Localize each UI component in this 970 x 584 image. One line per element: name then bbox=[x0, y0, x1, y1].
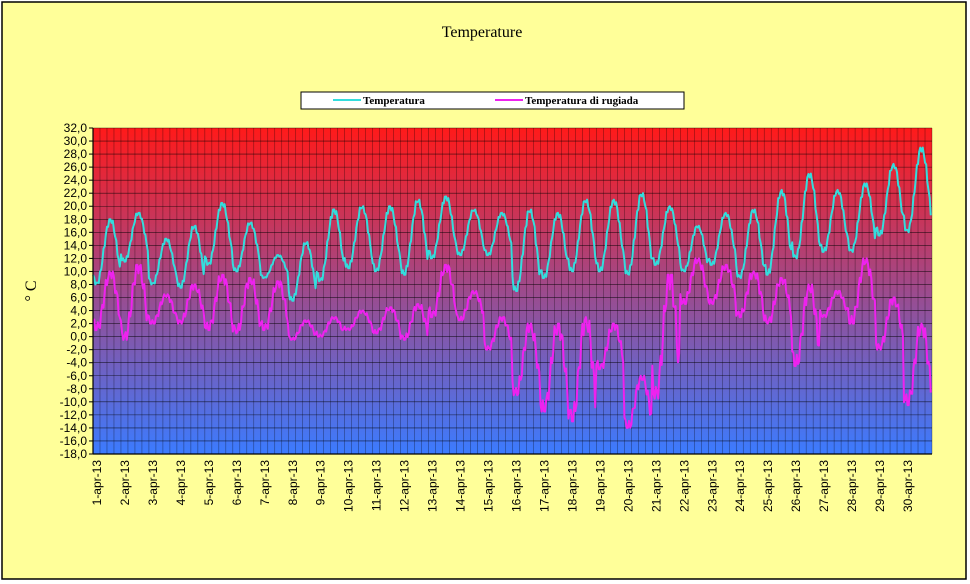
x-tick-label: 1-apr-13 bbox=[90, 460, 104, 506]
x-tick-label: 19-apr-13 bbox=[593, 460, 607, 512]
y-tick-label: -2,0 bbox=[66, 343, 87, 357]
x-tick-label: 13-apr-13 bbox=[426, 460, 440, 512]
y-tick-label: -8,0 bbox=[66, 382, 87, 396]
y-tick-label: 4,0 bbox=[70, 304, 87, 318]
x-tick-label: 28-apr-13 bbox=[845, 460, 859, 512]
x-tick-label: 18-apr-13 bbox=[565, 460, 579, 512]
y-tick-label: 28,0 bbox=[64, 147, 88, 161]
x-tick-label: 3-apr-13 bbox=[146, 460, 160, 506]
x-tick-label: 23-apr-13 bbox=[705, 460, 719, 512]
y-tick-label: 18,0 bbox=[64, 212, 88, 226]
x-tick-label: 10-apr-13 bbox=[342, 460, 356, 512]
series-layer bbox=[92, 146, 932, 429]
y-tick-label: 12,0 bbox=[64, 251, 88, 265]
y-tick-label: 24,0 bbox=[64, 173, 88, 187]
y-tick-label: 14,0 bbox=[64, 238, 88, 252]
y-tick-label: 10,0 bbox=[64, 264, 88, 278]
chart-title: Temperature bbox=[442, 24, 523, 41]
x-tick-labels: 1-apr-13 2-apr-13 3-apr-13 4-apr-13 5-apr-13… bbox=[90, 460, 915, 512]
x-tick-label: 14-apr-13 bbox=[454, 460, 468, 512]
series-line-temperatura-di-rugiada bbox=[92, 257, 932, 429]
x-tick-label: 27-apr-13 bbox=[817, 460, 831, 512]
x-tick-label: 26-apr-13 bbox=[789, 460, 803, 512]
x-tick-label: 29-apr-13 bbox=[873, 460, 887, 512]
y-tick-label: 8,0 bbox=[70, 277, 87, 291]
y-tick-label: 2,0 bbox=[70, 317, 87, 331]
x-tick-label: 7-apr-13 bbox=[258, 460, 272, 506]
y-tick-label: -10,0 bbox=[60, 395, 88, 409]
x-tick-label: 24-apr-13 bbox=[733, 460, 747, 512]
legend-label-temperatura: Temperatura bbox=[363, 95, 425, 107]
x-tick-label: 30-apr-13 bbox=[901, 460, 915, 512]
x-tick-label: 8-apr-13 bbox=[286, 460, 300, 506]
x-tick-label: 21-apr-13 bbox=[649, 460, 663, 512]
y-tick-label: 0,0 bbox=[70, 330, 87, 344]
x-tick-label: 17-apr-13 bbox=[537, 460, 551, 512]
x-tick-label: 2-apr-13 bbox=[118, 460, 132, 506]
y-tick-label: 16,0 bbox=[64, 225, 88, 239]
series-line-temperatura bbox=[92, 146, 932, 302]
x-tick-label: 20-apr-13 bbox=[621, 460, 635, 512]
y-tick-label: -4,0 bbox=[66, 356, 87, 370]
y-tick-label: 6,0 bbox=[70, 291, 87, 305]
grid bbox=[92, 127, 933, 455]
y-tick-labels: 32,030,028,026,024,022,020,018,016,014,0… bbox=[60, 121, 93, 461]
x-tick-label: 22-apr-13 bbox=[677, 460, 691, 512]
x-tick-label: 6-apr-13 bbox=[230, 460, 244, 506]
x-tick-label: 15-apr-13 bbox=[482, 460, 496, 512]
x-tick-label: 4-apr-13 bbox=[174, 460, 188, 506]
y-tick-label: -14,0 bbox=[60, 421, 88, 435]
y-tick-label: -18,0 bbox=[60, 447, 88, 461]
legend: Temperatura Temperatura di rugiada bbox=[300, 91, 685, 110]
y-axis-label: ° C bbox=[23, 280, 40, 301]
y-tick-label: -12,0 bbox=[60, 408, 88, 422]
y-tick-label: 20,0 bbox=[64, 199, 88, 213]
y-tick-label: 26,0 bbox=[64, 160, 88, 174]
x-tick-label: 12-apr-13 bbox=[398, 460, 412, 512]
y-tick-label: 22,0 bbox=[64, 186, 88, 200]
y-tick-label: 30,0 bbox=[64, 134, 88, 148]
y-tick-label: -6,0 bbox=[66, 369, 87, 383]
y-tick-label: -16,0 bbox=[60, 434, 88, 448]
x-tick-label: 11-apr-13 bbox=[370, 460, 384, 511]
x-tick-label: 5-apr-13 bbox=[202, 460, 216, 506]
x-tick-label: 25-apr-13 bbox=[761, 460, 775, 512]
legend-box bbox=[300, 91, 685, 110]
x-tick-label: 16-apr-13 bbox=[510, 460, 524, 512]
x-tick-label: 9-apr-13 bbox=[314, 460, 328, 506]
y-tick-label: 32,0 bbox=[64, 121, 88, 135]
legend-label-temperatura-di-rugiada: Temperatura di rugiada bbox=[525, 95, 639, 107]
